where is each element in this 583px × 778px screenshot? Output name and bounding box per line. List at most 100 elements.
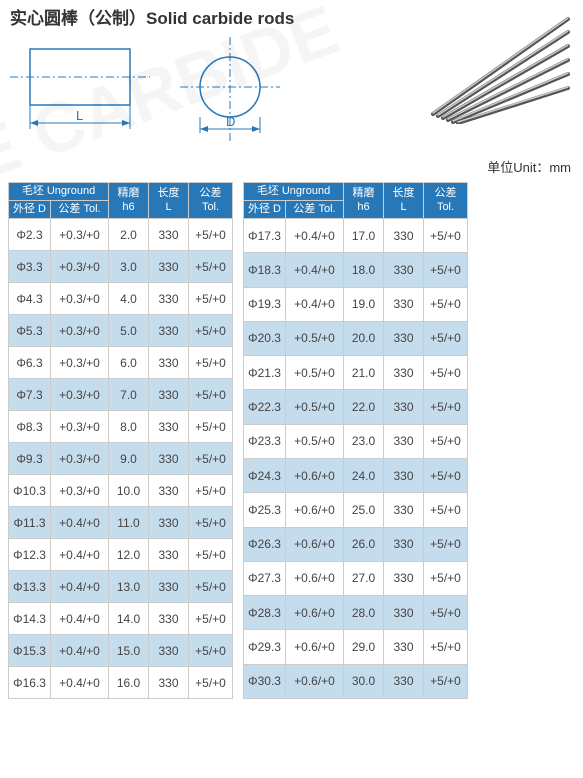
cell-d: Φ9.3 [9,443,51,475]
cell-d: Φ22.3 [244,390,286,424]
spec-table-1: 毛坯 Unground 精磨 h6 长度 L 公差 Tol. 外径 D 公差 T… [8,182,233,699]
L-label: L [76,108,83,123]
cell-h6: 27.0 [344,561,384,595]
cell-h6: 26.0 [344,527,384,561]
cell-d: Φ13.3 [9,571,51,603]
page-title: 实心圆棒（公制）Solid carbide rods [10,4,403,29]
table-row: Φ23.3+0.5/+023.0330+5/+0 [244,424,468,458]
cell-h6: 14.0 [109,603,149,635]
cell-t1: +0.6/+0 [286,596,344,630]
cell-h6: 19.0 [344,287,384,321]
cell-h6: 21.0 [344,356,384,390]
cell-h6: 23.0 [344,424,384,458]
cell-t1: +0.4/+0 [286,253,344,287]
cell-d: Φ11.3 [9,507,51,539]
cell-h6: 25.0 [344,493,384,527]
cell-h6: 10.0 [109,475,149,507]
cell-h6: 12.0 [109,539,149,571]
cell-t1: +0.3/+0 [51,379,109,411]
table-row: Φ26.3+0.6/+026.0330+5/+0 [244,527,468,561]
cell-L: 330 [149,603,189,635]
table-row: Φ24.3+0.6/+024.0330+5/+0 [244,458,468,492]
th-len: 长度 L [384,183,424,219]
cell-t1: +0.4/+0 [51,635,109,667]
cell-t2: +5/+0 [424,287,468,321]
cell-t2: +5/+0 [424,493,468,527]
cell-d: Φ20.3 [244,321,286,355]
th-dia: 外径 D [244,201,286,219]
cell-d: Φ24.3 [244,458,286,492]
table-row: Φ8.3+0.3/+08.0330+5/+0 [9,411,233,443]
cell-d: Φ14.3 [9,603,51,635]
cell-d: Φ16.3 [9,667,51,699]
cell-t1: +0.6/+0 [286,561,344,595]
cell-t2: +5/+0 [189,571,233,603]
table-row: Φ19.3+0.4/+019.0330+5/+0 [244,287,468,321]
table-row: Φ9.3+0.3/+09.0330+5/+0 [9,443,233,475]
th-unground: 毛坯 Unground [244,183,344,201]
th-tol2: 公差 Tol. [424,183,468,219]
cell-t1: +0.3/+0 [51,283,109,315]
cell-d: Φ19.3 [244,287,286,321]
table-row: Φ13.3+0.4/+013.0330+5/+0 [9,571,233,603]
table-row: Φ22.3+0.5/+022.0330+5/+0 [244,390,468,424]
header-area: 实心圆棒（公制）Solid carbide rods L [0,0,583,157]
cell-d: Φ30.3 [244,664,286,698]
cell-t2: +5/+0 [189,379,233,411]
cell-t2: +5/+0 [189,251,233,283]
th-h6: 精磨 h6 [109,183,149,219]
cell-d: Φ25.3 [244,493,286,527]
table-row: Φ4.3+0.3/+04.0330+5/+0 [9,283,233,315]
cell-L: 330 [149,475,189,507]
product-image [403,4,573,124]
th-tol1: 公差 Tol. [51,201,109,219]
cell-d: Φ26.3 [244,527,286,561]
cell-L: 330 [149,539,189,571]
cell-L: 330 [384,424,424,458]
cell-L: 330 [149,315,189,347]
cell-L: 330 [149,251,189,283]
cell-t2: +5/+0 [424,356,468,390]
cell-L: 330 [384,390,424,424]
cell-h6: 3.0 [109,251,149,283]
cell-t2: +5/+0 [424,424,468,458]
cell-t2: +5/+0 [189,635,233,667]
cell-h6: 13.0 [109,571,149,603]
cell-L: 330 [149,347,189,379]
cell-t2: +5/+0 [189,315,233,347]
th-tol1: 公差 Tol. [286,201,344,219]
cell-h6: 30.0 [344,664,384,698]
cell-t2: +5/+0 [189,347,233,379]
cell-L: 330 [384,458,424,492]
cell-t2: +5/+0 [189,539,233,571]
cell-t2: +5/+0 [189,443,233,475]
cell-d: Φ29.3 [244,630,286,664]
table-row: Φ2.3+0.3/+02.0330+5/+0 [9,219,233,251]
cell-t2: +5/+0 [189,603,233,635]
cell-L: 330 [384,321,424,355]
rectangle-diagram: L [10,37,150,147]
unit-label: 单位Unit：mm [0,157,583,182]
th-tol2: 公差 Tol. [189,183,233,219]
cell-L: 330 [149,379,189,411]
cell-h6: 8.0 [109,411,149,443]
cell-L: 330 [384,287,424,321]
cell-h6: 5.0 [109,315,149,347]
table-header: 毛坯 Unground 精磨 h6 长度 L 公差 Tol. 外径 D 公差 T… [9,183,233,219]
cell-d: Φ15.3 [9,635,51,667]
cell-L: 330 [149,571,189,603]
cell-t2: +5/+0 [424,664,468,698]
cell-t1: +0.4/+0 [286,287,344,321]
table-row: Φ25.3+0.6/+025.0330+5/+0 [244,493,468,527]
cell-h6: 22.0 [344,390,384,424]
cell-t1: +0.4/+0 [51,507,109,539]
cell-t1: +0.3/+0 [51,475,109,507]
cell-L: 330 [149,507,189,539]
cell-L: 330 [384,664,424,698]
cell-h6: 20.0 [344,321,384,355]
cell-L: 330 [384,630,424,664]
cell-h6: 17.0 [344,219,384,253]
cell-t1: +0.4/+0 [51,667,109,699]
cell-t1: +0.3/+0 [51,443,109,475]
cell-t2: +5/+0 [424,458,468,492]
